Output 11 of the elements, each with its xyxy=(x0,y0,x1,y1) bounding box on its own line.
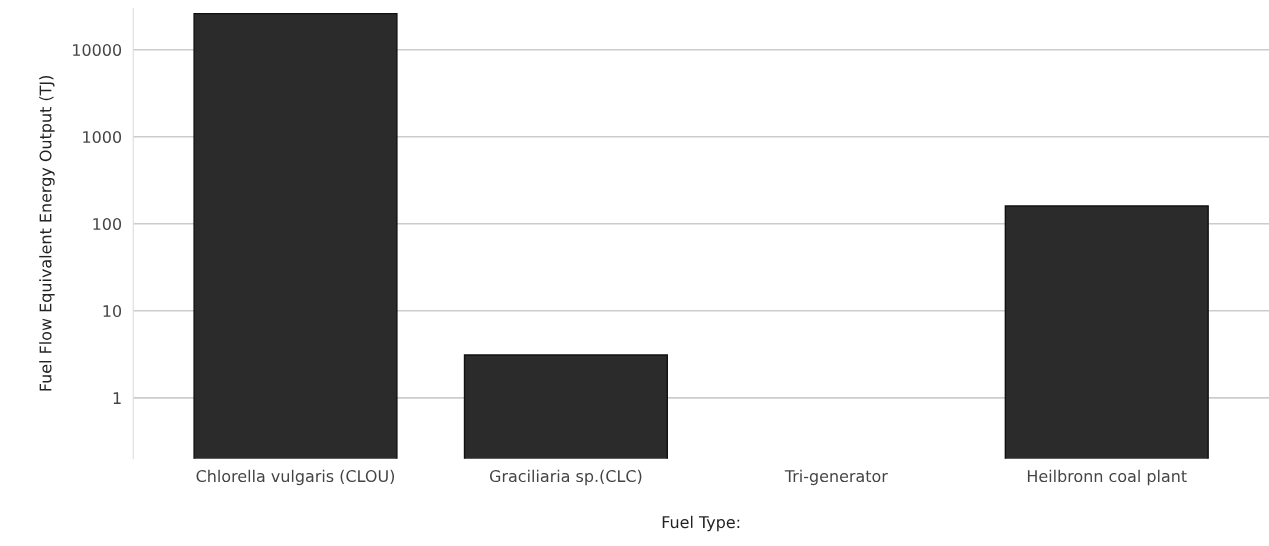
y-tick-label: 10 xyxy=(103,305,122,318)
x-tick-label: Tri-generator xyxy=(784,469,888,486)
y-tick-label: 100 xyxy=(93,217,122,231)
y-tick-label: 1 xyxy=(113,392,121,404)
x-tick-label: Graciliaria sp.(CLC) xyxy=(489,469,642,486)
x-tick-label: Heilbronn coal plant xyxy=(1027,469,1187,486)
x-axis-title: Fuel Type: xyxy=(662,515,740,532)
y-tick-label: 10000 xyxy=(73,43,122,57)
y-axis-title: Fuel Flow Equivalent Energy Output (TJ) xyxy=(39,76,55,391)
y-tick-label: 1000 xyxy=(83,130,122,144)
x-tick-label: Chlorella vulgaris (CLOU) xyxy=(196,469,395,486)
